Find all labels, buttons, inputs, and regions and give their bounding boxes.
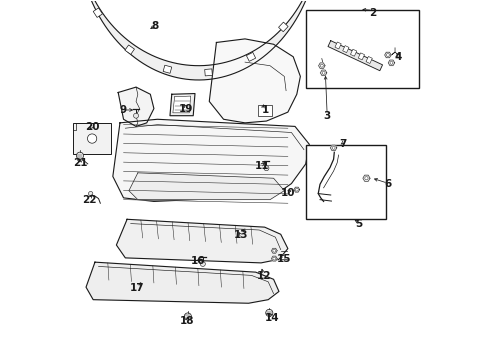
Circle shape xyxy=(387,54,390,57)
Circle shape xyxy=(184,313,192,320)
Polygon shape xyxy=(78,0,319,80)
Text: 15: 15 xyxy=(277,253,292,264)
Polygon shape xyxy=(294,187,300,192)
Text: 14: 14 xyxy=(265,312,279,323)
Polygon shape xyxy=(271,256,277,261)
Circle shape xyxy=(200,261,205,266)
Bar xyxy=(93,8,102,17)
Polygon shape xyxy=(385,52,391,58)
Polygon shape xyxy=(320,70,327,76)
Bar xyxy=(125,45,134,54)
Bar xyxy=(306,10,419,88)
Bar xyxy=(366,57,372,63)
Bar xyxy=(258,105,272,116)
Circle shape xyxy=(320,64,323,67)
Circle shape xyxy=(295,188,298,191)
Circle shape xyxy=(390,62,393,64)
Circle shape xyxy=(273,249,276,252)
Bar xyxy=(246,53,256,61)
Circle shape xyxy=(322,71,325,74)
Bar xyxy=(358,53,365,60)
Circle shape xyxy=(89,192,93,196)
Circle shape xyxy=(134,113,139,118)
Text: 11: 11 xyxy=(255,161,270,171)
Polygon shape xyxy=(318,63,325,68)
Circle shape xyxy=(332,147,335,149)
Circle shape xyxy=(88,134,97,143)
Text: 16: 16 xyxy=(191,256,206,266)
Text: 21: 21 xyxy=(73,158,87,168)
Text: 20: 20 xyxy=(85,122,99,132)
Bar xyxy=(306,145,386,219)
Polygon shape xyxy=(86,262,279,303)
Bar xyxy=(205,69,212,76)
Polygon shape xyxy=(388,60,394,66)
Circle shape xyxy=(76,152,83,159)
Polygon shape xyxy=(117,219,288,263)
Text: 13: 13 xyxy=(233,230,248,240)
Bar xyxy=(350,49,357,56)
Bar xyxy=(343,46,349,53)
Polygon shape xyxy=(129,173,284,200)
Polygon shape xyxy=(173,96,191,113)
Circle shape xyxy=(77,157,82,162)
Text: 1: 1 xyxy=(262,105,270,115)
Polygon shape xyxy=(330,145,337,150)
Bar xyxy=(278,22,288,32)
Circle shape xyxy=(365,177,368,180)
Text: 17: 17 xyxy=(130,283,145,293)
Text: 10: 10 xyxy=(281,188,295,198)
Text: 4: 4 xyxy=(395,52,402,62)
Text: 22: 22 xyxy=(82,195,97,204)
Text: 5: 5 xyxy=(356,219,363,229)
Text: 3: 3 xyxy=(323,111,331,121)
Bar xyxy=(335,42,341,49)
Text: 7: 7 xyxy=(340,139,347,149)
Circle shape xyxy=(264,166,269,171)
Text: 19: 19 xyxy=(179,104,193,113)
Polygon shape xyxy=(118,87,154,126)
Text: 2: 2 xyxy=(369,8,376,18)
Circle shape xyxy=(266,309,273,316)
Polygon shape xyxy=(328,41,383,71)
Polygon shape xyxy=(113,119,309,202)
Polygon shape xyxy=(363,175,370,181)
Bar xyxy=(73,123,111,154)
Text: 18: 18 xyxy=(180,316,195,326)
Text: 12: 12 xyxy=(256,271,271,282)
Polygon shape xyxy=(271,248,277,253)
Bar xyxy=(163,65,172,73)
Text: 6: 6 xyxy=(384,179,392,189)
Text: 9: 9 xyxy=(119,105,126,115)
Text: 8: 8 xyxy=(151,21,159,31)
Circle shape xyxy=(273,257,276,260)
Polygon shape xyxy=(209,39,300,123)
Polygon shape xyxy=(170,94,195,116)
